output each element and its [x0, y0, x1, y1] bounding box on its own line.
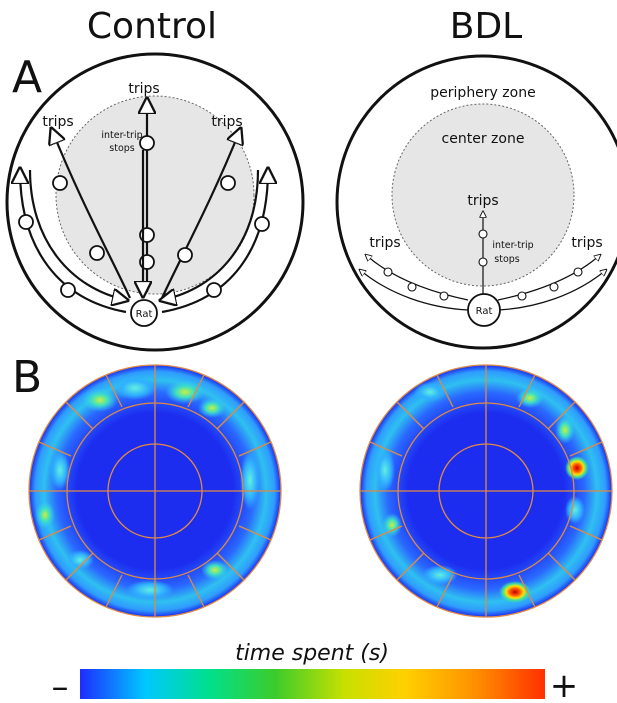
bdl-heatmap-grid	[359, 364, 613, 618]
stop-marker	[89, 245, 105, 261]
stop-marker	[206, 282, 222, 298]
bdl-diagram: periphery zone center zone Rat trips tri…	[335, 54, 617, 350]
control-stops-label-2: stops	[109, 143, 135, 154]
control-title: Control	[87, 6, 217, 47]
control-left-periphery-arrow	[20, 170, 127, 314]
bdl-center-zone	[391, 103, 575, 287]
bdl-rat-marker	[467, 293, 501, 327]
bdl-title: BDL	[450, 6, 522, 47]
colorbar-min-label: –	[52, 667, 69, 703]
panel-b-label: B	[12, 352, 42, 403]
control-center-zone	[55, 95, 255, 295]
bdl-trips-label-right: trips	[571, 235, 602, 251]
control-trips-label-left: trips	[42, 114, 73, 130]
bdl-heatmap	[359, 364, 613, 618]
colorbar	[80, 669, 545, 699]
stop-marker	[254, 216, 270, 232]
control-rat-marker	[130, 299, 158, 327]
control-left-periphery-return	[28, 169, 126, 300]
stop-marker	[549, 282, 559, 292]
control-trips-label-center: trips	[128, 81, 159, 97]
control-right-trip-arrow	[161, 130, 240, 299]
control-rat-label: Rat	[136, 309, 153, 320]
stop-marker	[478, 229, 488, 239]
stop-marker	[52, 175, 68, 191]
bdl-periphery-label: periphery zone	[430, 85, 535, 101]
bdl-stops-label-1: inter-trip	[492, 240, 533, 251]
control-right-periphery-return	[162, 169, 260, 300]
control-diagram: Rat trips trips trips inter-trip stops	[5, 52, 305, 352]
bdl-trips-label-center: trips	[467, 193, 498, 209]
stop-marker	[220, 175, 236, 191]
control-left-trip-arrow	[52, 130, 131, 299]
stop-marker	[18, 214, 34, 230]
control-heatmap-grid	[28, 364, 282, 618]
bdl-center-label: center zone	[442, 131, 525, 147]
colorbar-max-label: +	[550, 666, 579, 703]
stop-marker	[177, 247, 193, 263]
stop-marker	[478, 257, 488, 267]
control-right-periphery-arrow	[161, 170, 268, 314]
stop-marker	[517, 291, 527, 301]
bdl-rat-label: Rat	[476, 306, 493, 317]
bdl-right-trip-arrow-2	[497, 270, 606, 311]
control-heatmap	[28, 364, 282, 618]
stop-marker	[573, 267, 583, 277]
bdl-trips-label-left: trips	[369, 235, 400, 251]
stop-marker	[139, 135, 155, 151]
colorbar-label: time spent (s)	[235, 641, 389, 666]
bdl-stops-label-2: stops	[494, 254, 520, 265]
control-stops-label-1: inter-trip	[101, 130, 142, 141]
stop-marker	[60, 282, 76, 298]
control-trips-label-right: trips	[211, 114, 242, 130]
bdl-left-trip-arrow-2	[360, 270, 469, 311]
stop-marker	[383, 267, 393, 277]
stop-marker	[407, 282, 417, 292]
stop-marker	[439, 291, 449, 301]
panel-a-label: A	[12, 52, 42, 103]
